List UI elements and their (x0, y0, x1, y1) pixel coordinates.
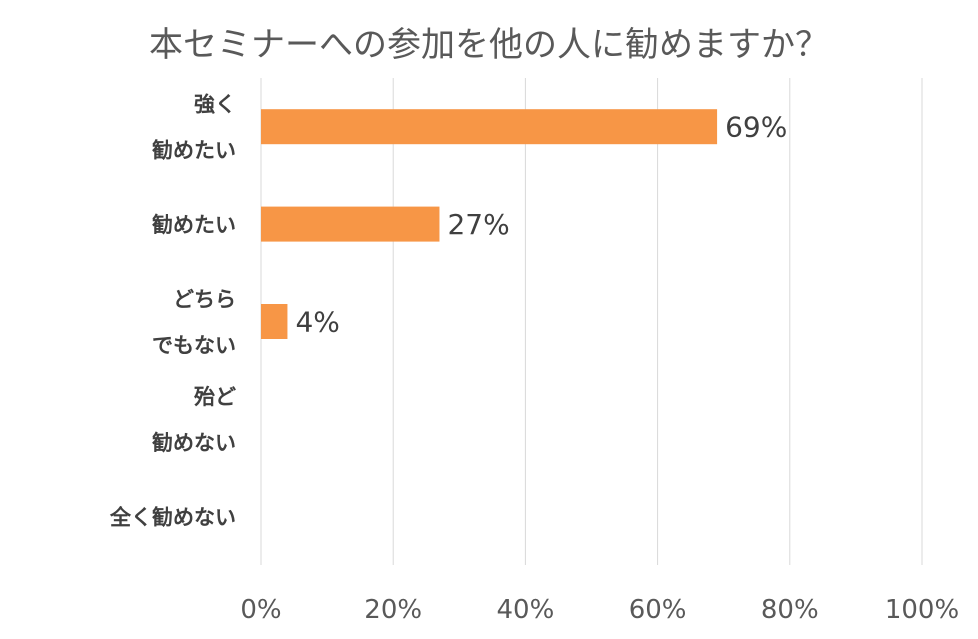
category-label: 殆ど (193, 385, 236, 409)
category-label: 強く (194, 93, 236, 117)
x-tick-label: 80% (761, 595, 819, 625)
chart-title: 本セミナーへの参加を他の人に勧めますか？ (149, 25, 829, 65)
x-tick-label: 0% (240, 595, 281, 625)
x-axis-tick-labels: 0% 20% 40% 60% 80% 100% (240, 595, 959, 625)
category-label: どちら (173, 288, 236, 312)
data-label: 4% (295, 306, 339, 339)
category-label: 勧めたい (151, 213, 236, 237)
bars (261, 109, 718, 339)
gridlines (260, 78, 923, 565)
x-tick-label: 40% (497, 595, 555, 625)
bar (261, 304, 288, 339)
bar (261, 206, 440, 242)
category-label: でもない (152, 334, 236, 358)
category-label: 勧めない (151, 431, 236, 455)
x-tick-label: 20% (364, 595, 422, 625)
data-label: 27% (447, 208, 509, 241)
x-tick-label: 60% (629, 595, 687, 625)
category-label: 全く勧めない (109, 505, 236, 529)
data-label: 69% (725, 111, 787, 144)
data-labels: 69% 27% 4% (295, 111, 787, 339)
x-tick-label: 100% (885, 595, 959, 625)
category-label: 勧めたい (151, 139, 236, 163)
bar (261, 109, 718, 145)
